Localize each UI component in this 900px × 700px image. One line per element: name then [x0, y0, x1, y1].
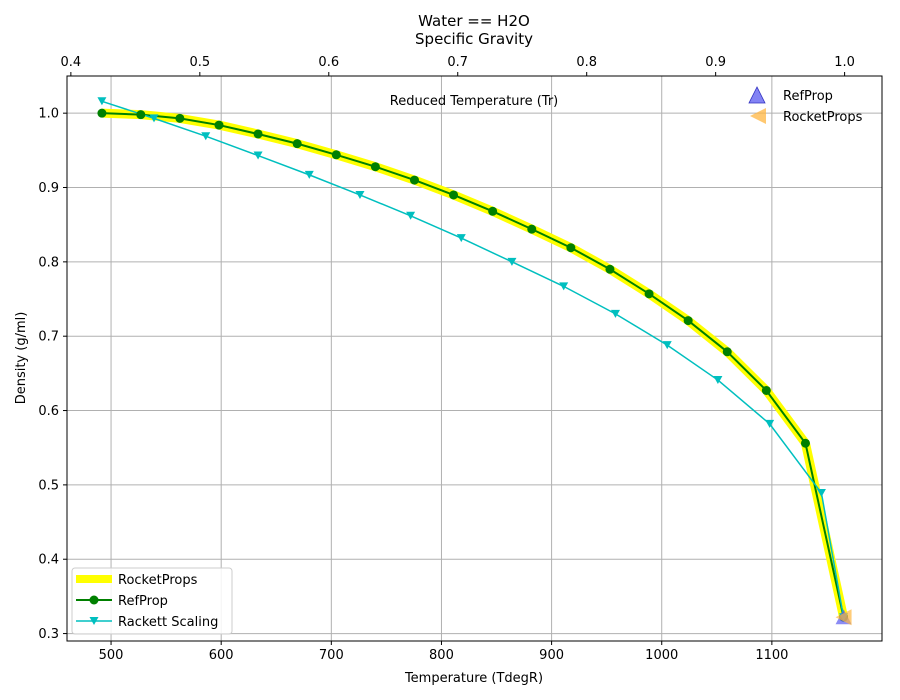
- chart-title-line1: Water == H2O: [418, 12, 530, 30]
- y-axis-label: Density (g/ml): [14, 312, 29, 405]
- data-point-rackett: [253, 151, 263, 160]
- legend-label-rocketprops: RocketProps: [118, 573, 198, 588]
- data-point-rackett: [149, 114, 159, 123]
- data-point-refprop: [136, 110, 146, 120]
- legend-lower-left: RocketProps RefProp Rackett Scaling: [71, 567, 233, 635]
- top-x-tick-label: 0.9: [705, 55, 726, 70]
- top-x-tick-label: 0.5: [189, 55, 210, 70]
- data-point-rackett: [610, 309, 620, 318]
- data-point-rackett: [304, 170, 314, 179]
- data-point-refprop: [527, 224, 537, 234]
- y-tick-label: 0.8: [38, 255, 59, 270]
- y-tick-label: 0.7: [38, 330, 59, 345]
- legend-label-critical-rocketprops: RocketProps: [783, 110, 863, 125]
- legend-marker-critical-refprop: [748, 86, 766, 104]
- x-tick-label: 900: [539, 648, 564, 663]
- x-tick-label: 1000: [645, 648, 678, 663]
- x-tick-label: 700: [319, 648, 344, 663]
- data-point-refprop: [800, 438, 810, 448]
- series-line-rackett: [101, 100, 845, 618]
- data-point-refprop: [449, 190, 459, 200]
- data-point-refprop: [214, 120, 224, 130]
- legend-label-critical-refprop: RefProp: [783, 89, 833, 104]
- axis-ticks: 500 600 700 800 900 1000 1100 0.3 0.4 0.5 0.6 0.7 0.…: [38, 55, 855, 663]
- y-tick-label: 0.5: [38, 478, 59, 493]
- critical-point-rocketprops: [835, 609, 852, 626]
- top-x-tick-label: 1.0: [834, 55, 855, 70]
- y-tick-label: 0.6: [38, 404, 59, 419]
- x-tick-label: 800: [429, 648, 454, 663]
- chart-title-line2: Specific Gravity: [415, 30, 533, 48]
- data-point-refprop: [644, 289, 654, 299]
- top-axis-label: Reduced Temperature (Tr): [390, 94, 558, 109]
- data-point-refprop: [761, 385, 771, 395]
- x-tick-label: 500: [99, 648, 124, 663]
- y-tick-label: 0.3: [38, 627, 59, 642]
- x-tick-label: 600: [209, 648, 234, 663]
- data-point-rackett: [816, 489, 826, 498]
- data-point-refprop: [292, 139, 302, 149]
- legend-lower-left-box: [71, 567, 233, 635]
- top-x-tick-label: 0.7: [447, 55, 468, 70]
- x-axis-label: Temperature (TdegR): [404, 671, 543, 686]
- plot-frame: [66, 75, 883, 642]
- data-point-refprop: [566, 243, 576, 253]
- data-point-refprop: [409, 175, 419, 185]
- top-x-tick-label: 0.8: [576, 55, 597, 70]
- legend-label-refprop: RefProp: [118, 594, 168, 609]
- data-point-rackett: [456, 234, 466, 243]
- legend-label-rackett: Rackett Scaling: [118, 615, 218, 630]
- data-point-rackett: [97, 97, 107, 106]
- data-point-refprop: [488, 206, 498, 216]
- data-point-refprop: [683, 316, 693, 326]
- y-tick-label: 1.0: [38, 107, 59, 122]
- data-point-rackett: [201, 132, 211, 141]
- data-point-refprop: [175, 113, 185, 123]
- data-point-refprop: [253, 129, 263, 139]
- series-line-refprop: [101, 112, 845, 618]
- legend-marker-rackett: [89, 617, 99, 625]
- data-point-refprop: [97, 108, 107, 118]
- legend-marker-critical-rocketprops: [750, 108, 766, 124]
- legend-upper-right: RefProp RocketProps: [748, 86, 863, 125]
- data-point-rackett: [662, 341, 672, 350]
- y-tick-label: 0.4: [38, 553, 59, 568]
- data-point-refprop: [605, 264, 615, 274]
- series-group: [101, 100, 848, 619]
- data-point-rackett: [765, 419, 775, 428]
- data-point-refprop: [331, 150, 341, 160]
- data-point-refprop: [370, 162, 380, 172]
- y-tick-label: 0.9: [38, 181, 59, 196]
- marker-group: [97, 97, 852, 626]
- data-point-rackett: [713, 376, 723, 385]
- legend-marker-refprop: [89, 595, 99, 605]
- data-point-rackett: [355, 190, 365, 199]
- data-point-rackett: [559, 282, 569, 291]
- top-x-tick-label: 0.6: [318, 55, 339, 70]
- data-point-refprop: [722, 347, 732, 357]
- data-point-rackett: [507, 257, 517, 266]
- x-tick-label: 1100: [755, 648, 788, 663]
- data-point-rackett: [406, 211, 416, 220]
- top-x-tick-label: 0.4: [61, 55, 82, 70]
